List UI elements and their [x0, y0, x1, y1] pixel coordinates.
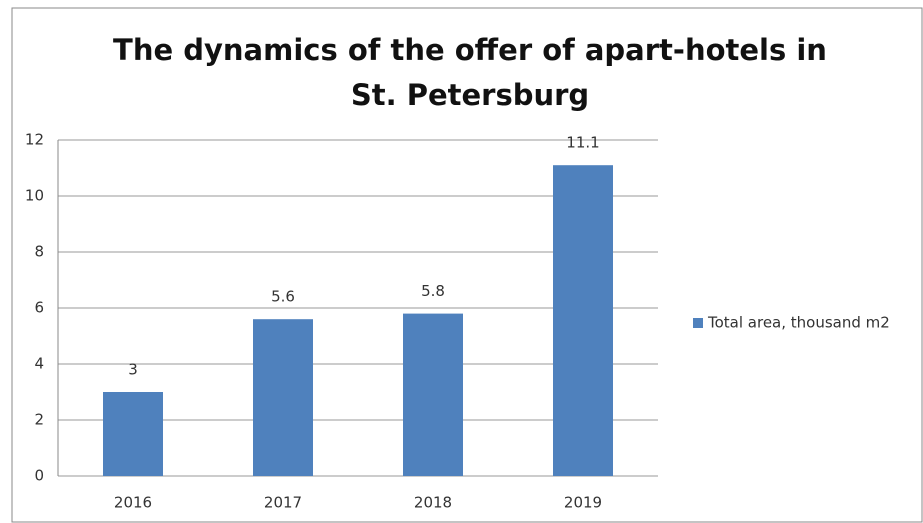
- y-tick-label: 10: [25, 187, 44, 205]
- legend-swatch: [693, 318, 703, 328]
- y-tick-label: 6: [34, 299, 44, 317]
- y-tick-label: 8: [34, 243, 44, 261]
- bar: [253, 319, 313, 476]
- data-label: 5.8: [421, 282, 445, 300]
- chart-frame: [11, 7, 923, 523]
- y-tick-label: 4: [34, 355, 44, 373]
- x-tick-label: 2018: [414, 494, 452, 512]
- data-label: 11.1: [566, 134, 599, 152]
- legend-label: Total area, thousand m2: [707, 314, 890, 332]
- bar: [553, 165, 613, 476]
- bar: [403, 313, 463, 476]
- chart-title: The dynamics of the offer of apart-hotel…: [113, 33, 827, 112]
- data-label: 3: [128, 361, 138, 379]
- bar: [103, 392, 163, 476]
- x-tick-label: 2017: [264, 494, 302, 512]
- data-label: 5.6: [271, 288, 295, 306]
- x-tick-label: 2019: [564, 494, 602, 512]
- x-tick-label: 2016: [114, 494, 152, 512]
- y-tick-label: 0: [34, 467, 44, 485]
- y-tick-label: 2: [34, 411, 44, 429]
- y-tick-label: 12: [25, 131, 44, 149]
